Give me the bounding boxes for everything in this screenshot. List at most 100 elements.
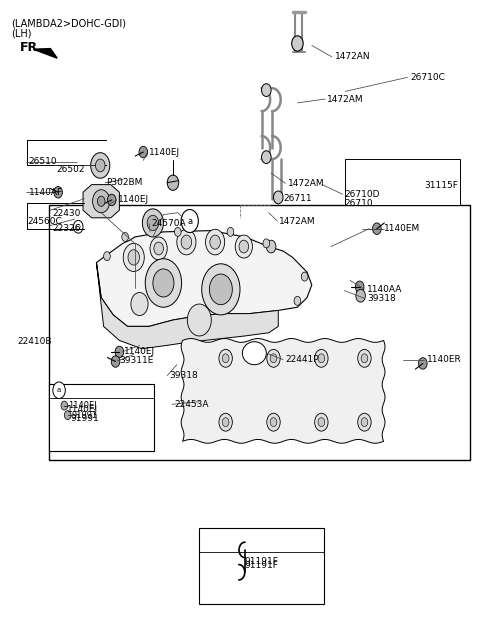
Circle shape: [181, 235, 192, 249]
Circle shape: [270, 418, 277, 427]
Text: 26510: 26510: [28, 157, 57, 166]
Circle shape: [358, 413, 371, 431]
Circle shape: [64, 411, 71, 420]
Polygon shape: [242, 342, 266, 365]
Text: 1140ER: 1140ER: [427, 355, 461, 364]
Circle shape: [177, 229, 196, 255]
Circle shape: [96, 159, 105, 172]
Circle shape: [202, 264, 240, 315]
Circle shape: [167, 175, 179, 190]
Polygon shape: [181, 339, 385, 444]
Circle shape: [219, 413, 232, 431]
Circle shape: [358, 349, 371, 367]
Circle shape: [294, 296, 301, 305]
Text: 1472AM: 1472AM: [279, 216, 316, 225]
Circle shape: [355, 281, 364, 292]
Circle shape: [128, 250, 140, 265]
Text: 26710: 26710: [344, 199, 373, 208]
Circle shape: [227, 227, 234, 236]
Text: P302BM: P302BM: [106, 178, 143, 187]
Circle shape: [187, 304, 211, 336]
Text: 22453A: 22453A: [174, 400, 208, 409]
Circle shape: [61, 401, 68, 410]
Circle shape: [153, 269, 174, 297]
Circle shape: [122, 232, 129, 241]
Text: 1140EJ: 1140EJ: [68, 401, 96, 410]
Circle shape: [270, 354, 277, 363]
Circle shape: [174, 227, 181, 236]
Circle shape: [361, 354, 368, 363]
Circle shape: [150, 237, 167, 260]
Circle shape: [361, 418, 368, 427]
Circle shape: [219, 349, 232, 367]
Circle shape: [147, 215, 158, 230]
Circle shape: [222, 354, 229, 363]
Text: 22326: 22326: [52, 224, 81, 233]
Circle shape: [356, 289, 365, 302]
Circle shape: [239, 240, 249, 253]
Circle shape: [301, 272, 308, 281]
Text: 22430: 22430: [52, 209, 81, 218]
Circle shape: [205, 229, 225, 255]
Text: 1140AF: 1140AF: [28, 188, 62, 196]
Circle shape: [111, 356, 120, 367]
Circle shape: [154, 242, 163, 255]
Text: 24570A: 24570A: [152, 219, 186, 228]
Circle shape: [104, 252, 110, 260]
Text: 1140EJ: 1140EJ: [67, 405, 98, 414]
Circle shape: [315, 413, 328, 431]
Circle shape: [262, 151, 271, 164]
Circle shape: [181, 209, 198, 232]
Text: 26710D: 26710D: [344, 189, 380, 198]
Text: 39311E: 39311E: [120, 356, 154, 365]
Text: 26502: 26502: [56, 165, 84, 175]
Bar: [48, 205, 470, 461]
Circle shape: [145, 259, 181, 307]
Circle shape: [292, 36, 303, 51]
Polygon shape: [83, 184, 120, 218]
Text: 91991: 91991: [70, 415, 99, 424]
Polygon shape: [96, 262, 278, 349]
Text: 1140EJ: 1140EJ: [124, 348, 156, 356]
Text: 1140EM: 1140EM: [384, 224, 420, 233]
Circle shape: [209, 274, 232, 305]
Text: 39318: 39318: [169, 371, 198, 380]
Circle shape: [210, 235, 220, 249]
Text: 91991: 91991: [72, 411, 98, 420]
Circle shape: [315, 349, 328, 367]
Circle shape: [123, 243, 144, 271]
Circle shape: [222, 418, 229, 427]
Bar: [199, 527, 324, 604]
Polygon shape: [33, 49, 57, 58]
Circle shape: [73, 220, 83, 233]
Text: 91191F: 91191F: [245, 561, 278, 570]
Circle shape: [419, 358, 427, 369]
Circle shape: [139, 147, 148, 158]
Text: 31115F: 31115F: [424, 181, 458, 190]
Text: (LH): (LH): [11, 29, 32, 39]
Text: 1472AM: 1472AM: [327, 95, 364, 104]
Circle shape: [76, 224, 80, 229]
Circle shape: [263, 239, 270, 248]
Circle shape: [93, 189, 110, 212]
Text: 22441P: 22441P: [286, 355, 319, 364]
Circle shape: [115, 346, 124, 358]
Circle shape: [108, 194, 116, 205]
Circle shape: [267, 349, 280, 367]
Circle shape: [372, 223, 381, 234]
Circle shape: [262, 84, 271, 97]
Bar: [48, 384, 154, 451]
Text: 91191F: 91191F: [245, 557, 278, 566]
Circle shape: [267, 413, 280, 431]
Circle shape: [53, 382, 65, 399]
Circle shape: [318, 418, 324, 427]
Text: 24560C: 24560C: [27, 216, 62, 225]
Text: a: a: [57, 387, 61, 393]
Polygon shape: [96, 230, 312, 326]
Circle shape: [54, 186, 62, 198]
Circle shape: [97, 196, 105, 206]
Text: FR.: FR.: [20, 41, 43, 54]
Circle shape: [318, 354, 324, 363]
Text: a: a: [187, 216, 192, 225]
Text: 1472AM: 1472AM: [288, 179, 324, 188]
